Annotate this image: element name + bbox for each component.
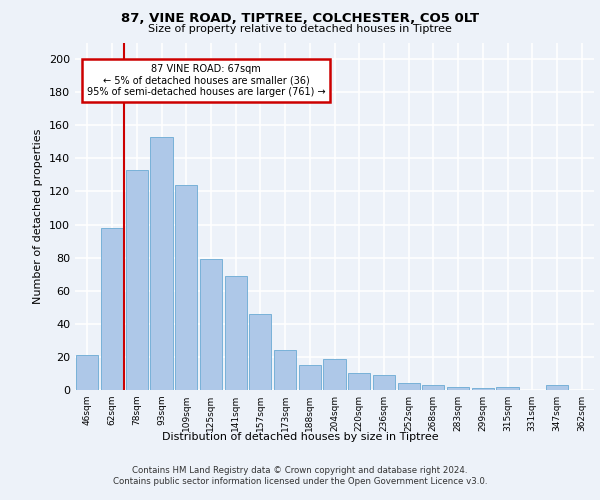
Bar [175,185,197,390]
Bar [151,137,173,390]
Bar [323,358,346,390]
Text: 87, VINE ROAD, TIPTREE, COLCHESTER, CO5 0LT: 87, VINE ROAD, TIPTREE, COLCHESTER, CO5 … [121,12,479,26]
Bar [447,386,469,390]
Bar [249,314,271,390]
Bar [76,355,98,390]
Bar [398,384,420,390]
Text: Size of property relative to detached houses in Tiptree: Size of property relative to detached ho… [148,24,452,34]
Bar [472,388,494,390]
Bar [422,385,445,390]
Bar [200,260,222,390]
Bar [373,375,395,390]
Bar [101,228,123,390]
Bar [496,386,518,390]
Text: Contains public sector information licensed under the Open Government Licence v3: Contains public sector information licen… [113,478,487,486]
Bar [224,276,247,390]
Bar [125,170,148,390]
Text: Distribution of detached houses by size in Tiptree: Distribution of detached houses by size … [161,432,439,442]
Text: 87 VINE ROAD: 67sqm
← 5% of detached houses are smaller (36)
95% of semi-detache: 87 VINE ROAD: 67sqm ← 5% of detached hou… [86,64,325,97]
Bar [299,365,321,390]
Y-axis label: Number of detached properties: Number of detached properties [34,128,43,304]
Bar [546,385,568,390]
Bar [348,374,370,390]
Bar [274,350,296,390]
Text: Contains HM Land Registry data © Crown copyright and database right 2024.: Contains HM Land Registry data © Crown c… [132,466,468,475]
